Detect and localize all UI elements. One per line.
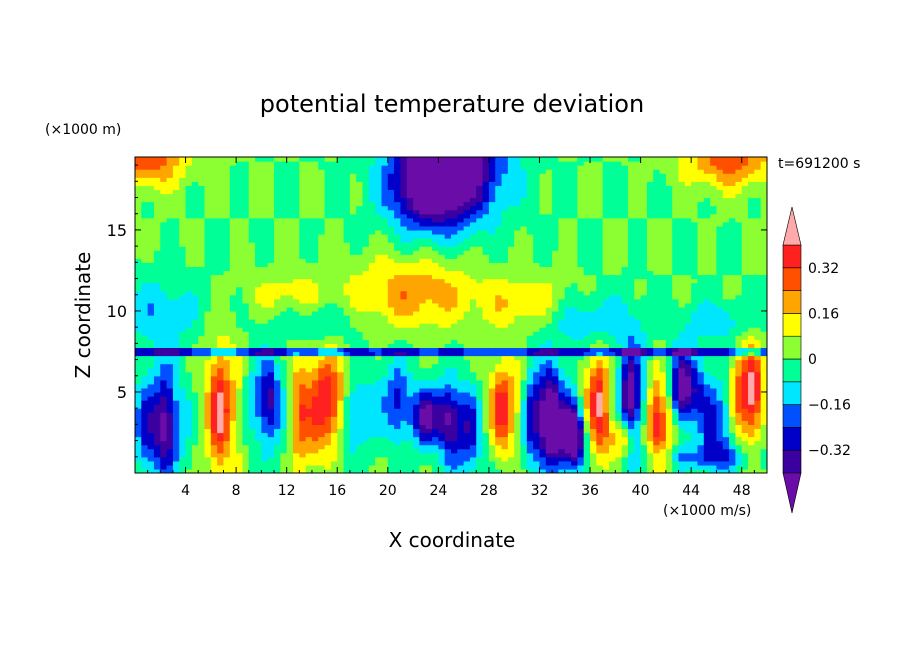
- colorbar-box: [782, 313, 802, 337]
- colorbar-min-arrow: [782, 472, 802, 514]
- x-tick-label: 12: [278, 483, 296, 499]
- x-tick-label: 24: [429, 483, 447, 499]
- y-axis-label: Z coordinate: [71, 252, 95, 379]
- x-axis-ticks: 4 8 12 16 20 24 28 32 36 40 44 48: [147, 157, 755, 499]
- colorbar-box: [782, 358, 802, 383]
- time-label: t=691200 s: [778, 156, 860, 172]
- colorbar-max-arrow: [782, 206, 802, 246]
- x-tick-label: 48: [733, 483, 751, 499]
- colorbar-label: 0.32: [808, 261, 839, 277]
- x-tick-label: 28: [480, 483, 498, 499]
- y-axis-ticks: 5 10 15: [107, 164, 767, 458]
- colorbar-box: [782, 267, 802, 291]
- colorbar-box: [782, 244, 802, 269]
- field-contours: [135, 157, 767, 473]
- x-tick-label: 36: [581, 483, 599, 499]
- chart-title: potential temperature deviation: [260, 90, 644, 118]
- colorbar-box: [782, 427, 802, 451]
- colorbar: 0.32 0.16 0 −0.16 −0.32: [782, 206, 851, 514]
- colorbar-box: [782, 449, 802, 474]
- colorbar-label: 0.16: [808, 306, 839, 322]
- x-tick-label: 4: [181, 483, 190, 499]
- colorbar-box: [782, 290, 802, 314]
- x-tick-label: 20: [379, 483, 397, 499]
- y-unit-label: (×1000 m): [45, 122, 121, 138]
- colorbar-label: −0.32: [808, 443, 851, 459]
- colorbar-box: [782, 335, 802, 360]
- x-unit-label: (×1000 m/s): [663, 503, 751, 519]
- colorbar-box: [782, 404, 802, 428]
- x-tick-label: 32: [531, 483, 549, 499]
- x-tick-label: 40: [632, 483, 650, 499]
- y-tick-label: 5: [117, 383, 127, 402]
- x-tick-label: 8: [232, 483, 241, 499]
- x-tick-label: 44: [682, 483, 700, 499]
- y-tick-label: 10: [107, 302, 127, 321]
- y-tick-label: 15: [107, 221, 127, 240]
- x-axis-label: X coordinate: [389, 528, 516, 552]
- colorbar-box: [782, 381, 802, 405]
- colorbar-label: −0.16: [808, 398, 851, 414]
- colorbar-label: 0: [808, 352, 817, 368]
- x-tick-label: 16: [328, 483, 346, 499]
